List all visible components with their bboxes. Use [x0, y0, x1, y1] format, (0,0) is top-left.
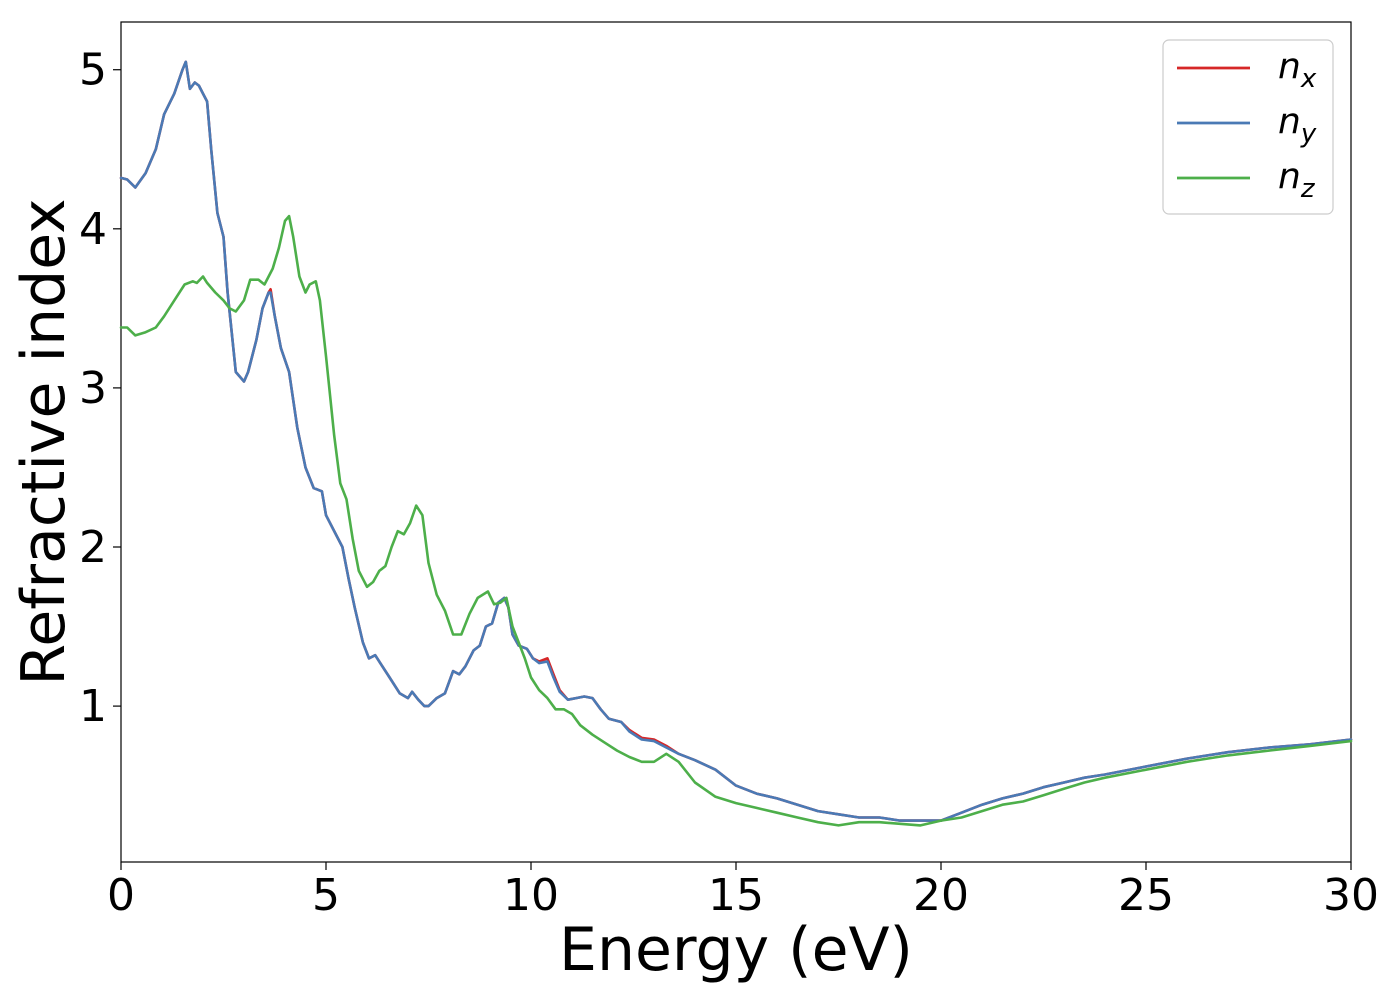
legend-label-x: nx: [1278, 46, 1317, 94]
series-line-y: [119, 60, 1353, 822]
legend-label-z: nz: [1278, 156, 1316, 204]
series-layer: [119, 60, 1353, 827]
x-tick-label: 30: [1323, 870, 1379, 921]
x-axis-label: Energy (eV): [559, 915, 913, 985]
series-line-z: [119, 214, 1353, 827]
y-axis-ticks: 1 2 3 4 5: [79, 45, 121, 732]
legend-box: [1162, 39, 1334, 215]
x-tick-label: 0: [107, 870, 135, 921]
y-axis-label: Refractive index: [9, 198, 79, 685]
x-tick-label: 15: [708, 870, 764, 921]
x-tick-label: 25: [1118, 870, 1174, 921]
y-tick-label: 3: [79, 363, 107, 414]
y-tick-label: 4: [79, 204, 107, 255]
x-tick-label: 10: [503, 870, 559, 921]
x-tick-label: 20: [913, 870, 969, 921]
y-tick-label: 2: [79, 522, 107, 573]
x-axis-ticks: 0 5 10 15 20 25 30: [107, 862, 1379, 921]
legend-label-y: ny: [1278, 101, 1317, 149]
legend: nx ny nz: [1162, 39, 1334, 215]
x-tick-label: 5: [312, 870, 340, 921]
y-tick-label: 5: [79, 45, 107, 96]
plot-area: [120, 21, 1352, 863]
y-tick-label: 1: [79, 681, 107, 732]
